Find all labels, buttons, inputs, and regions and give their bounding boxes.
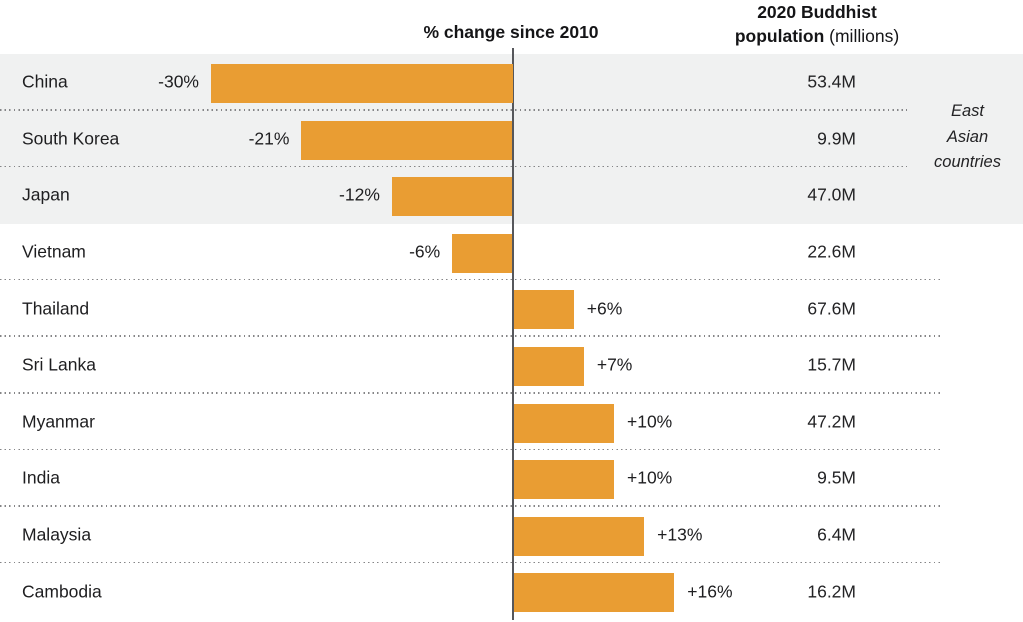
country-label: India: [22, 467, 60, 488]
column-title-population: 2020 Buddhist population (millions): [735, 0, 899, 48]
population-value: 15.7M: [807, 354, 856, 375]
country-label: Vietnam: [22, 241, 86, 262]
pct-change-label: -21%: [248, 128, 290, 149]
pct-change-label: -30%: [158, 71, 199, 92]
population-value: 67.6M: [807, 298, 856, 319]
population-header-line2: population (millions): [734, 26, 900, 46]
pct-change-label: +7%: [596, 354, 633, 375]
country-label: Cambodia: [22, 581, 102, 602]
population-value: 16.2M: [807, 581, 856, 602]
pct-change-label: +10%: [627, 411, 673, 432]
pct-change-bar: [513, 403, 614, 443]
row-separator: [0, 392, 940, 394]
chart-row: Cambodia +16% 16.2M: [0, 563, 1023, 620]
axis-title-pct-change: % change since 2010: [423, 22, 599, 42]
population-value: 9.5M: [817, 467, 856, 488]
population-value: 22.6M: [807, 241, 856, 262]
pct-change-bar: [301, 120, 513, 160]
row-separator: [0, 109, 907, 111]
pct-change-bar: [513, 516, 645, 556]
pct-change-label: +6%: [586, 298, 623, 319]
pct-change-bar: [452, 233, 513, 273]
chart-row: Myanmar +10% 47.2M: [0, 394, 1023, 451]
country-label: Myanmar: [22, 411, 95, 432]
population-value: 47.2M: [807, 411, 856, 432]
pct-change-bar: [391, 177, 513, 217]
chart-row: Thailand +6% 67.6M: [0, 280, 1023, 337]
row-separator: [0, 278, 940, 281]
population-value: 6.4M: [817, 524, 856, 545]
population-value: 47.0M: [807, 184, 856, 205]
pct-change-label: -12%: [339, 184, 380, 205]
row-separator: [0, 505, 940, 507]
row-separator: [0, 448, 940, 451]
east-asia-annotation: East Asian countries: [934, 102, 1001, 171]
country-label: Malaysia: [22, 524, 92, 545]
pct-change-label: -6%: [409, 241, 441, 262]
pct-change-label: +13%: [657, 524, 703, 545]
population-value: 53.4M: [807, 71, 856, 92]
row-separator: [0, 561, 940, 564]
zero-axis-line: [511, 48, 514, 620]
chart-row: Japan -12% 47.0M: [0, 167, 1023, 224]
pct-change-label: +16%: [687, 581, 733, 602]
pct-change-bar: [513, 290, 574, 330]
pct-change-label: +10%: [627, 467, 673, 488]
chart-row: Vietnam -6% 22.6M: [0, 224, 1023, 281]
country-label: Thailand: [22, 298, 90, 319]
chart-row: Malaysia +13% 6.4M: [0, 507, 1023, 564]
chart-row: India +10% 9.5M: [0, 450, 1023, 507]
row-separator: [0, 335, 940, 337]
row-separator: [0, 165, 907, 168]
country-label: Sri Lanka: [22, 354, 96, 375]
chart-row: South Korea -21% 9.9M: [0, 111, 1023, 168]
country-label: South Korea: [22, 128, 120, 149]
pct-change-bar: [513, 347, 584, 386]
chart-row: Sri Lanka +7% 15.7M: [0, 337, 1023, 394]
population-header-line1: 2020 Buddhist: [757, 2, 877, 22]
country-label: China: [22, 71, 68, 92]
pct-change-bar: [211, 64, 513, 103]
pct-change-bar: [513, 573, 675, 613]
population-value: 9.9M: [817, 128, 856, 149]
country-label: Japan: [22, 184, 70, 205]
pct-change-bar: [513, 460, 614, 500]
chart-row: China -30% 53.4M: [0, 54, 1023, 111]
